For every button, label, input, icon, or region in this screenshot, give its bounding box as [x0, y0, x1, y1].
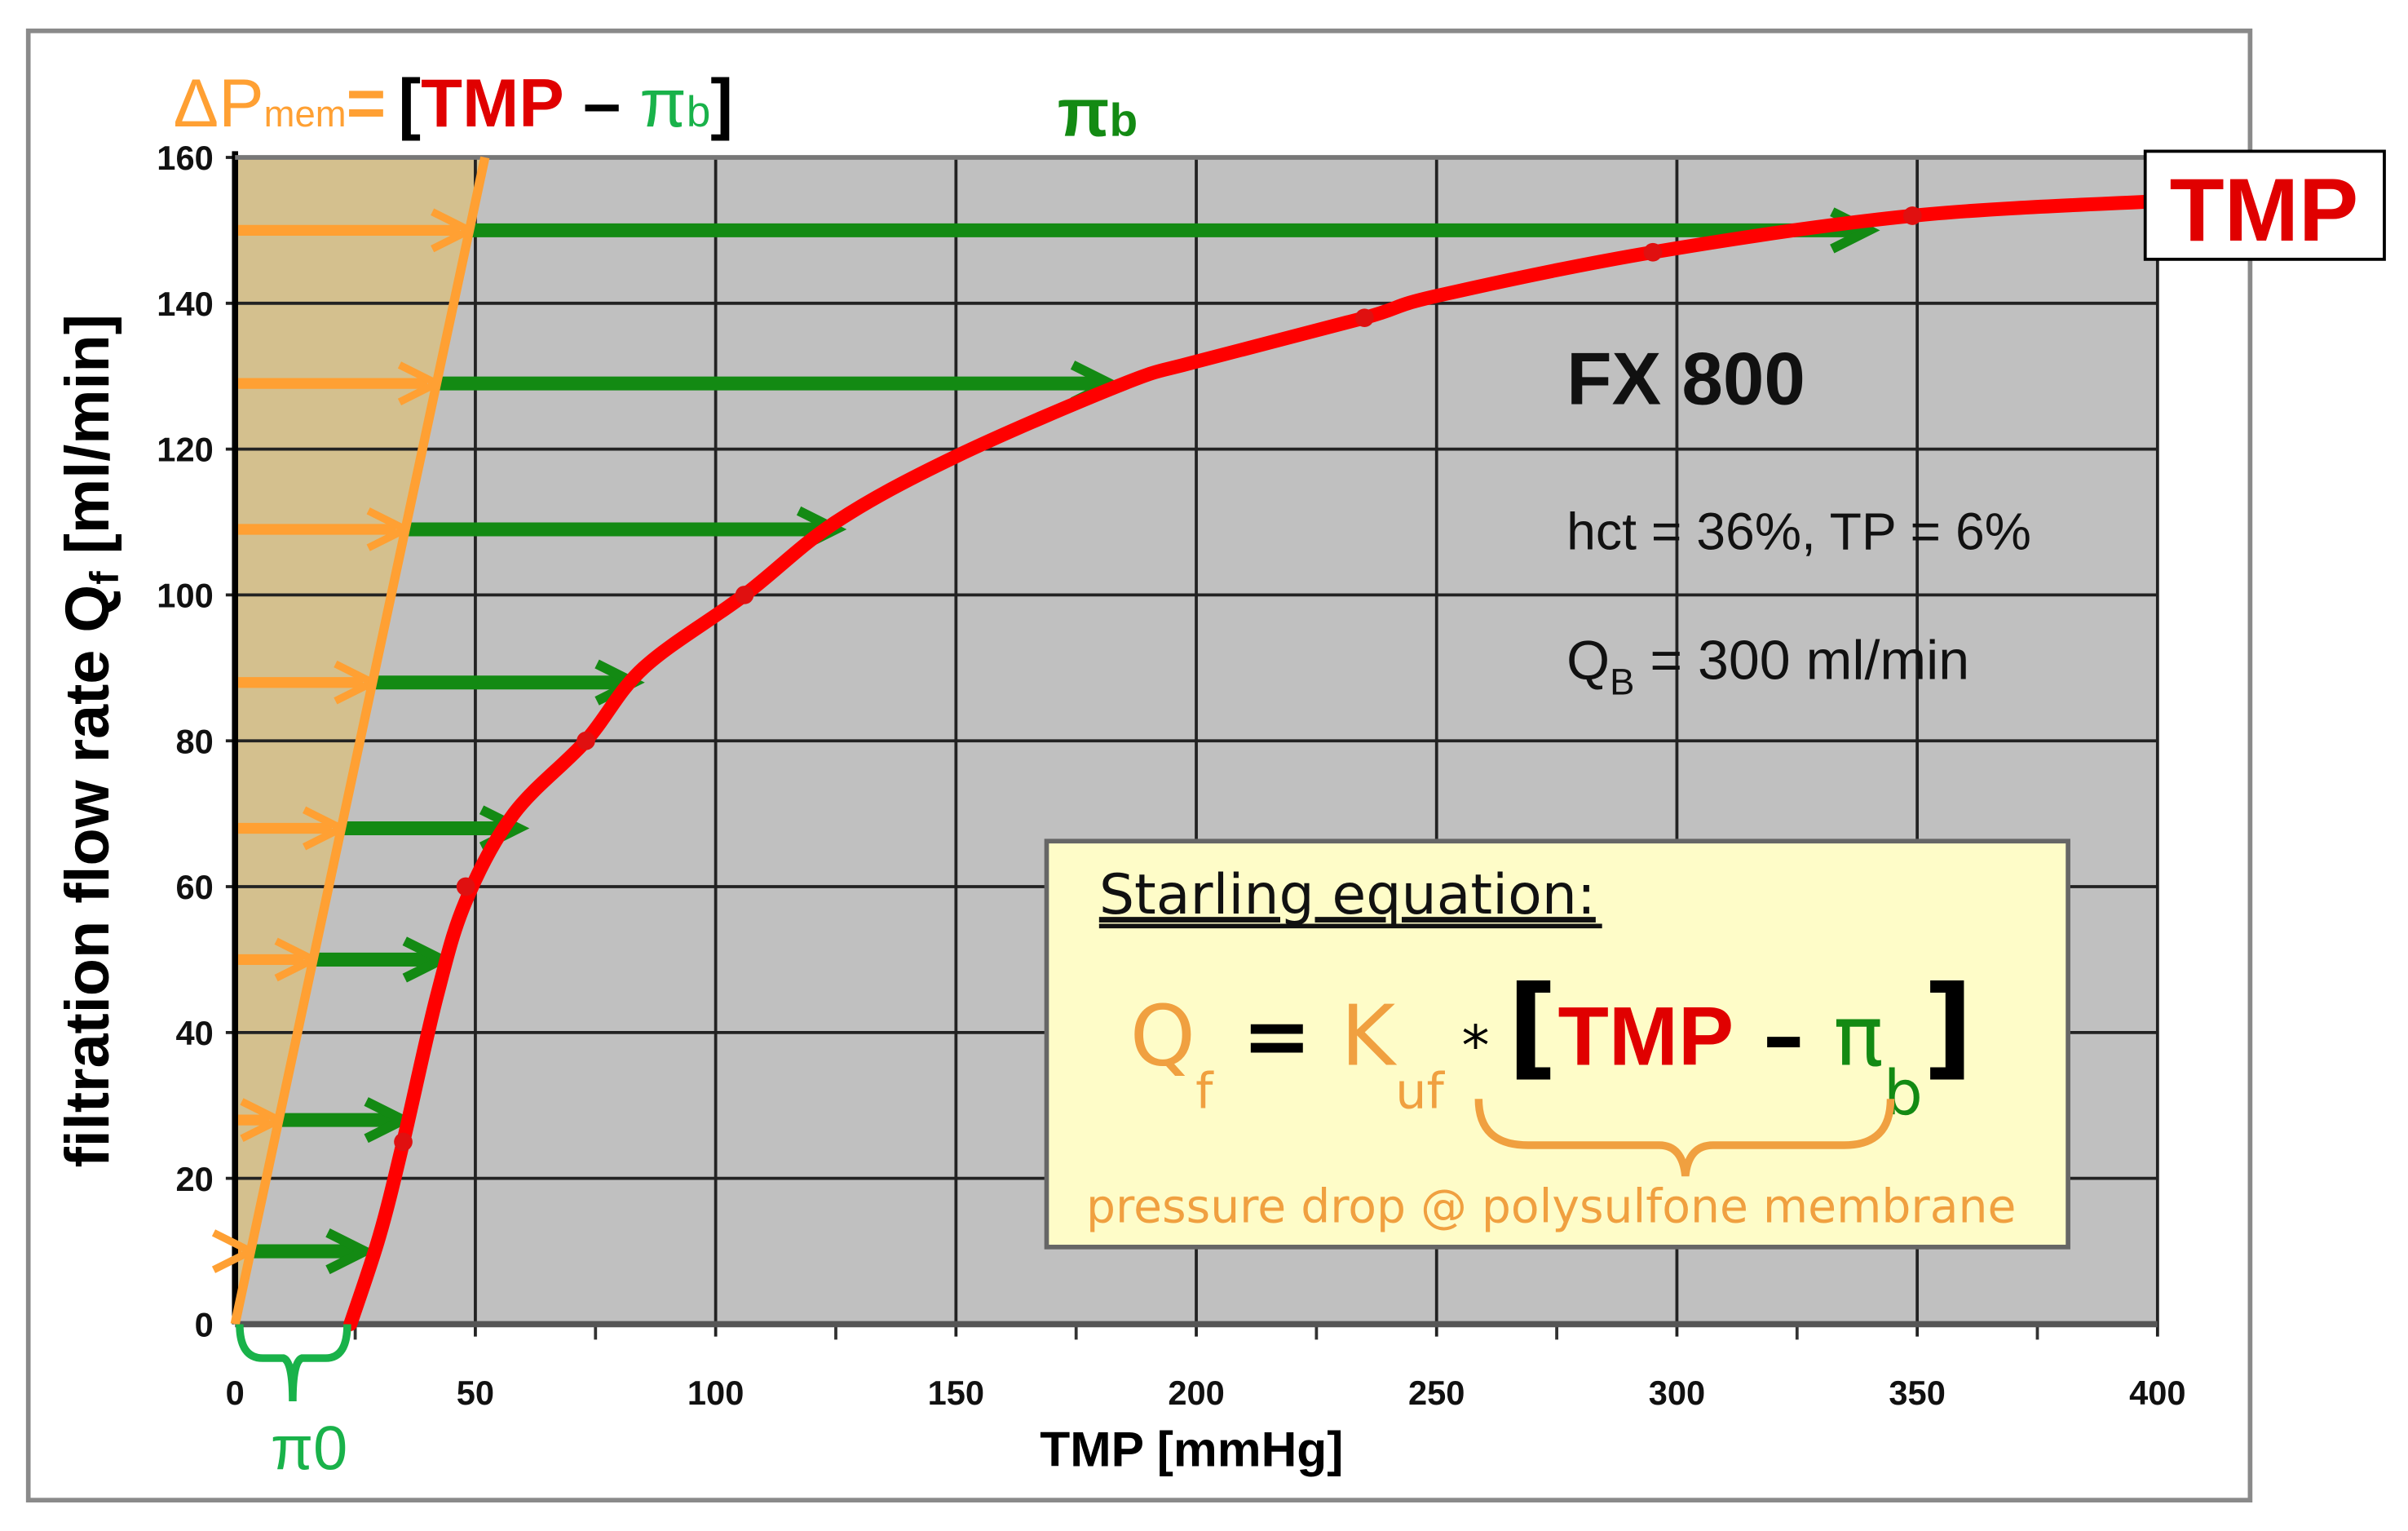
y-tick-label: 140 — [157, 285, 213, 323]
y-tick-label: 80 — [175, 722, 213, 760]
q: Q — [1130, 989, 1195, 1086]
b-sub: b — [1109, 95, 1138, 147]
minus: – — [564, 65, 640, 141]
b-sub: b — [687, 88, 710, 136]
tmp-curve-label-box — [2143, 149, 2386, 261]
measured-point — [394, 1132, 413, 1152]
times: * — [1444, 1015, 1507, 1079]
arrows — [211, 207, 1880, 1275]
x-tick-label: 400 — [2129, 1374, 2185, 1412]
y-tick-label: 160 — [157, 139, 213, 177]
equals: = — [1213, 989, 1341, 1086]
pi-term: π — [639, 65, 686, 141]
k: K — [1341, 989, 1398, 1086]
model-label: FX 800 — [1566, 339, 1805, 421]
x-tick-label: 350 — [1889, 1374, 1945, 1412]
pi0-label: π0 — [271, 1414, 347, 1483]
qb-sub: B — [1610, 661, 1634, 702]
pi: π — [1058, 75, 1110, 151]
x-tick-label: 300 — [1649, 1374, 1705, 1412]
pi: π — [1833, 989, 1884, 1086]
pi-b-arrow-head — [325, 1228, 376, 1275]
tick-labels: 0 50 100 150 200 250 300 350 400 0 20 40 60 80 100 120 1… — [157, 139, 2185, 1412]
y-tick-label: 60 — [175, 868, 213, 906]
q-sub: f — [1195, 1064, 1214, 1121]
measured-points — [394, 206, 1922, 1152]
x-tick-label: 0 — [226, 1374, 245, 1412]
delta-p-line — [230, 156, 490, 1325]
y-tick-label: 120 — [157, 431, 213, 469]
y-label-unit: [ml/min] — [53, 314, 122, 571]
mem-sub: mem — [264, 93, 347, 135]
measured-point — [1902, 206, 1922, 225]
x-tick-label: 100 — [687, 1374, 744, 1412]
starling-title: Starling equation: — [1099, 863, 1596, 927]
measured-point — [1643, 242, 1663, 262]
measured-point — [577, 731, 595, 750]
bracket: [ — [398, 65, 421, 141]
y-tick-label: 100 — [157, 577, 213, 615]
starling-note: pressure drop @ polysulfone membrane — [1086, 1180, 2016, 1234]
tmp-curve — [343, 194, 2165, 1331]
pi0-brace — [236, 1324, 351, 1402]
x-tick-label: 150 — [928, 1374, 984, 1412]
bracket: [ — [1507, 963, 1557, 1092]
minus: – — [1734, 989, 1833, 1086]
qb-value: = 300 ml/min — [1634, 630, 1969, 692]
x-tick-label: 50 — [457, 1374, 494, 1412]
measured-point — [1354, 308, 1374, 328]
bracket: ] — [710, 65, 733, 141]
y-label-sub: f — [82, 571, 126, 585]
y-tick-label: 20 — [175, 1160, 213, 1198]
y-axis-label: filtration flow rate Qf [ml/min] — [53, 314, 126, 1167]
x-tick-label: 200 — [1168, 1374, 1224, 1412]
pi-b-arrow — [250, 1228, 376, 1275]
equals: = — [347, 65, 387, 141]
axes — [232, 151, 2158, 1340]
k-sub: uf — [1395, 1064, 1445, 1121]
delta-p-equation: ΔPmem= [TMP – πb] — [174, 65, 733, 141]
starling-formula: Qf = Kuf * [TMP – πb] — [1130, 963, 1973, 1130]
qb-label: QB = 300 ml/min — [1566, 630, 1969, 703]
tmp: TMP — [1557, 990, 1734, 1083]
qb-main: Q — [1566, 630, 1610, 692]
measured-point — [456, 877, 475, 896]
measured-point — [735, 586, 754, 604]
pi-b-label: πb — [1058, 75, 1138, 151]
x-axis-label: TMP [mmHg] — [1040, 1422, 1343, 1477]
y-label-main: filtration flow rate Q — [53, 585, 122, 1168]
conditions-label: hct = 36%, TP = 6% — [1566, 502, 2031, 561]
tmp-term: TMP — [421, 65, 564, 141]
y-tick-label: 0 — [195, 1306, 214, 1344]
bracket: ] — [1923, 963, 1973, 1092]
x-tick-label: 250 — [1408, 1374, 1465, 1412]
starling-box — [1044, 839, 2070, 1250]
curly-brace — [1474, 1099, 1895, 1177]
y-tick-label: 40 — [175, 1014, 213, 1052]
delta-p: ΔP — [174, 65, 264, 141]
tmp-curve-label: TMP — [2170, 161, 2359, 260]
